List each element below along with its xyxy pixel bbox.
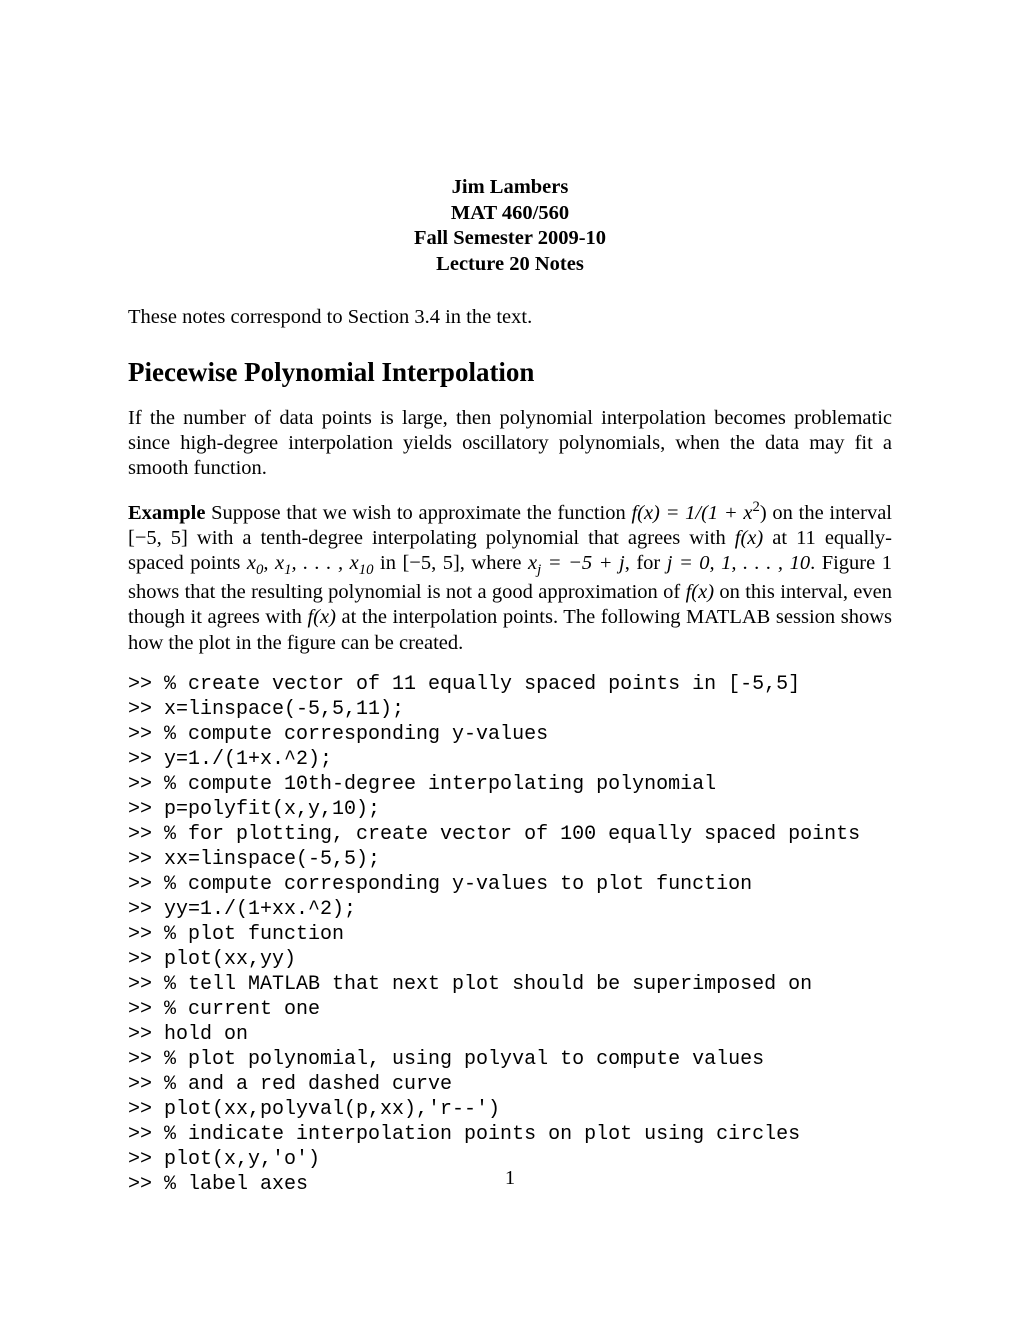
code-line: >> % tell MATLAB that next plot should b… [128,972,892,997]
code-line: >> yy=1./(1+xx.^2); [128,897,892,922]
math-fx-3: f(x) [307,606,335,628]
code-line: >> % and a red dashed curve [128,1072,892,1097]
page: Jim Lambers MAT 460/560 Fall Semester 20… [0,0,1020,1197]
code-line: >> y=1./(1+x.^2); [128,747,892,772]
math-sub-10: 10 [359,562,374,578]
header-author: Jim Lambers [128,175,892,201]
example-paragraph: Example Suppose that we wish to approxim… [128,498,892,656]
math-x0-pre: x [247,552,256,574]
math-jrange: j = 0, 1, . . . , 10 [667,552,810,574]
math-xj: x [528,552,537,574]
example-text-4: , for [625,552,667,574]
code-line: >> % compute 10th-degree interpolating p… [128,772,892,797]
math-sup-2: 2 [753,499,760,515]
example-label: Example [128,502,205,524]
code-line: >> hold on [128,1022,892,1047]
math-fx-1: f(x) [735,527,763,549]
code-line: >> % plot polynomial, using polyval to c… [128,1047,892,1072]
code-line: >> % for plotting, create vector of 100 … [128,822,892,847]
math-comma-x1: , x [263,552,284,574]
paragraph-1: If the number of data points is large, t… [128,406,892,482]
section-title: Piecewise Polynomial Interpolation [128,357,892,388]
header-course: MAT 460/560 [128,201,892,227]
code-line: >> p=polyfit(x,y,10); [128,797,892,822]
code-block: >> % create vector of 11 equally spaced … [128,672,892,1197]
code-line: >> % compute corresponding y-values [128,722,892,747]
code-line: >> x=linspace(-5,5,11); [128,697,892,722]
header-block: Jim Lambers MAT 460/560 Fall Semester 20… [128,175,892,278]
math-sub-1: 1 [284,562,291,578]
code-line: >> % plot function [128,922,892,947]
code-line: >> % create vector of 11 equally spaced … [128,672,892,697]
code-line: >> % current one [128,997,892,1022]
math-dots-x10: , . . . , x [292,552,359,574]
header-lecture: Lecture 20 Notes [128,252,892,278]
code-line: >> % indicate interpolation points on pl… [128,1122,892,1147]
math-fx-eq: f(x) = 1/(1 + x [631,502,752,524]
math-fx-2: f(x) [686,581,714,603]
code-line: >> plot(xx,polyval(p,xx),'r--') [128,1097,892,1122]
code-line: >> xx=linspace(-5,5); [128,847,892,872]
header-semester: Fall Semester 2009-10 [128,226,892,252]
code-line: >> % compute corresponding y-values to p… [128,872,892,897]
code-line: >> plot(xx,yy) [128,947,892,972]
example-text-1: Suppose that we wish to approximate the … [205,502,631,524]
example-text-3: in [−5, 5], where [374,552,529,574]
math-eq-j: = −5 + j [541,552,624,574]
page-number: 1 [0,1167,1020,1190]
intro-line: These notes correspond to Section 3.4 in… [128,306,892,329]
